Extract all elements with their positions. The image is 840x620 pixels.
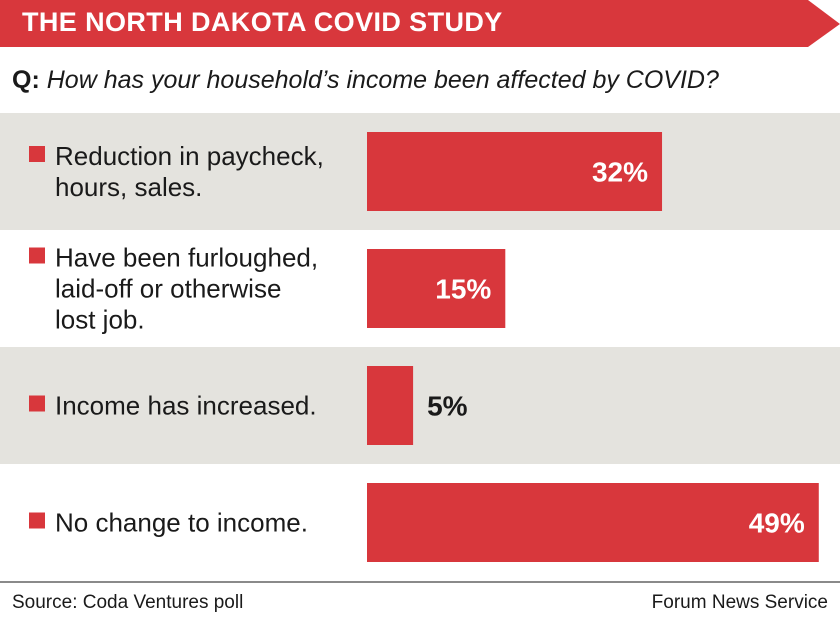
value-label: 49% bbox=[749, 508, 805, 539]
bar bbox=[367, 132, 663, 211]
category-marker bbox=[29, 395, 45, 412]
footer-divider bbox=[0, 581, 840, 583]
row-background bbox=[0, 347, 840, 464]
category-label: Income has increased. bbox=[55, 391, 317, 421]
question-text: How has your household’s income been aff… bbox=[46, 66, 719, 94]
bar bbox=[367, 366, 414, 445]
value-label: 15% bbox=[435, 274, 491, 305]
title-banner bbox=[0, 0, 840, 47]
title-banner-shape bbox=[0, 0, 840, 47]
bar bbox=[367, 483, 819, 562]
question-prefix: Q: bbox=[12, 66, 40, 94]
category-marker bbox=[29, 146, 45, 162]
category-label: Have been furloughed, laid-off or otherwi… bbox=[55, 243, 318, 335]
category-marker bbox=[29, 247, 45, 264]
value-label: 32% bbox=[592, 157, 648, 188]
category-label: No change to income. bbox=[55, 508, 308, 538]
question: Q: How has your household’s income been … bbox=[12, 66, 719, 95]
bar-chart: Reduction in paycheck, hours, sales. 32% Ha… bbox=[0, 113, 840, 562]
value-label: 5% bbox=[427, 391, 468, 422]
source-note: Source: Coda Ventures poll bbox=[12, 592, 244, 613]
chart-title: THE NORTH DAKOTA COVID STUDY bbox=[22, 7, 503, 37]
bar bbox=[367, 249, 506, 328]
category-label: Reduction in paycheck, hours, sales. bbox=[55, 141, 324, 202]
category-marker bbox=[29, 512, 45, 529]
credit-note: Forum News Service bbox=[651, 592, 828, 613]
